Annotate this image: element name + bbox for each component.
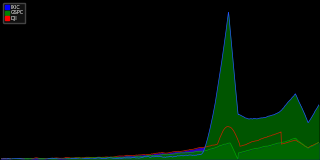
Legend: IXIC, GSPC, DJI: IXIC, GSPC, DJI [3, 3, 26, 23]
